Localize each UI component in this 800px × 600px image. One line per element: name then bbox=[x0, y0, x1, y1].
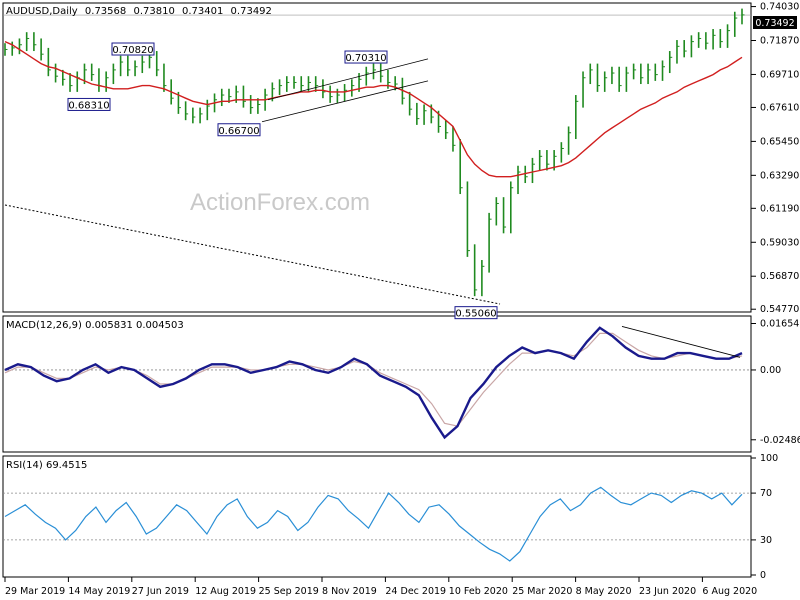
annotation-box bbox=[111, 42, 155, 56]
series-price-bars bbox=[4, 8, 745, 297]
macd-y-tick-label: -0.02486 bbox=[760, 435, 800, 446]
price-y-axis: 0.74030 0.71870 0.69710 0.67610 0.65450 0.632… bbox=[3, 2, 799, 315]
annotation-box bbox=[344, 50, 388, 64]
macd-trend-line bbox=[621, 326, 741, 358]
macd-y-axis: 0.01654 0.00 -0.02486 bbox=[751, 319, 800, 446]
x-tick-label: 29 Mar 2019 bbox=[5, 586, 65, 597]
rsi-y-axis: 100 70 30 0 bbox=[751, 453, 778, 581]
price-annotation: 0.70820 bbox=[111, 42, 155, 56]
rsi-y-tick-label: 100 bbox=[760, 453, 778, 464]
annotation-box bbox=[67, 97, 111, 111]
x-tick-label: 25 Mar 2020 bbox=[512, 586, 572, 597]
rsi-levels bbox=[3, 492, 751, 541]
annotation-label: 0.66700 bbox=[218, 126, 259, 137]
rsi-series bbox=[4, 486, 743, 562]
ma-line bbox=[4, 40, 743, 178]
annotation-label: 0.70820 bbox=[112, 45, 153, 56]
x-tick-label: 24 Dec 2019 bbox=[385, 586, 446, 597]
price-annotation: 0.55060 bbox=[454, 306, 498, 320]
rsi-y-tick-label: 70 bbox=[760, 488, 772, 499]
svg-text:0.73492: 0.73492 bbox=[755, 18, 794, 29]
price-y-tick-label: 0.54770 bbox=[760, 304, 799, 315]
x-axis: 29 Mar 2019 14 May 2019 27 Jun 2019 12 Aug … bbox=[4, 577, 757, 597]
watermark: ActionForex.com bbox=[190, 189, 370, 216]
price-annotation: 0.68310 bbox=[67, 97, 111, 111]
price-annotation: 0.66700 bbox=[217, 123, 261, 137]
price-panel-title: AUDUSD,Daily 0.73568 0.73810 0.73401 0.7… bbox=[6, 6, 272, 17]
macd-series bbox=[4, 326, 743, 440]
rsi-line bbox=[4, 486, 743, 562]
macd-y-tick-label: 0.00 bbox=[760, 365, 781, 376]
series-ma bbox=[4, 40, 743, 178]
channel-line bbox=[267, 58, 429, 101]
price-annotations: 0.68310 0.70820 0.66700 0.70310 0.55060 bbox=[67, 42, 498, 320]
annotation-label: 0.55060 bbox=[455, 309, 496, 320]
x-tick-label: 27 Jun 2019 bbox=[132, 586, 189, 597]
price-y-tick-label: 0.59030 bbox=[760, 237, 799, 248]
price-annotation: 0.70310 bbox=[344, 50, 388, 64]
x-tick-label: 12 Aug 2019 bbox=[195, 586, 256, 597]
x-tick-label: 10 Feb 2020 bbox=[449, 586, 508, 597]
rsi-y-tick-label: 0 bbox=[760, 570, 766, 581]
price-y-tick-label: 0.61190 bbox=[760, 203, 799, 214]
trend-channel bbox=[261, 58, 429, 123]
rsi-y-tick-label: 30 bbox=[760, 535, 772, 546]
annotation-box bbox=[454, 306, 498, 320]
macd-panel-title: MACD(12,26,9) 0.005831 0.004503 bbox=[6, 320, 184, 331]
annotation-box bbox=[217, 123, 261, 137]
x-tick-label: 14 May 2019 bbox=[68, 586, 130, 597]
long-ma-line bbox=[4, 204, 501, 305]
x-tick-label: 23 Jun 2020 bbox=[639, 586, 696, 597]
price-y-tick-label: 0.67610 bbox=[760, 102, 799, 113]
rsi-panel bbox=[2, 455, 752, 578]
last-price-marker: 0.73492 bbox=[753, 16, 797, 29]
price-y-tick-label: 0.56870 bbox=[760, 271, 799, 282]
macd-trendline bbox=[621, 326, 741, 358]
channel-line bbox=[261, 80, 429, 123]
macd-panel bbox=[2, 315, 752, 453]
series-long-ma bbox=[4, 204, 501, 305]
annotation-label: 0.68310 bbox=[68, 100, 109, 111]
macd-line bbox=[4, 326, 743, 440]
x-tick-label: 25 Sep 2019 bbox=[259, 586, 319, 597]
x-tick-label: 8 May 2020 bbox=[576, 586, 632, 597]
price-y-tick-label: 0.65450 bbox=[760, 136, 799, 147]
price-y-tick-label: 0.69710 bbox=[760, 69, 799, 80]
price-y-tick-label: 0.71870 bbox=[760, 36, 799, 47]
x-tick-label: 8 Nov 2019 bbox=[322, 586, 377, 597]
x-tick-label: 6 Aug 2020 bbox=[702, 586, 757, 597]
price-y-tick-label: 0.74030 bbox=[760, 2, 799, 13]
rsi-panel-title: RSI(14) 69.4515 bbox=[6, 460, 87, 471]
price-y-tick-label: 0.63290 bbox=[760, 170, 799, 181]
macd-y-tick-label: 0.01654 bbox=[760, 319, 799, 330]
annotation-label: 0.70310 bbox=[345, 53, 386, 64]
